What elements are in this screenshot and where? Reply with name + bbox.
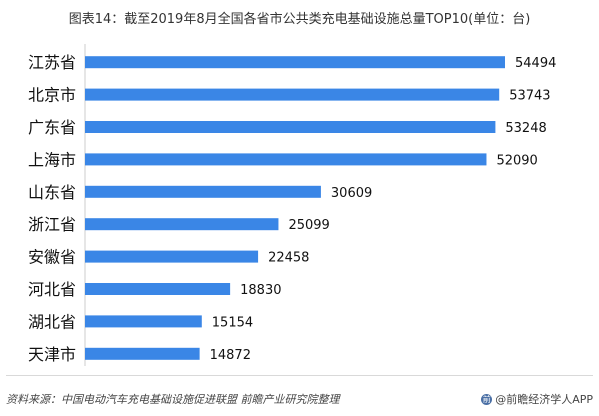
- brand-mark: 前 @前瞻经济学人APP: [481, 391, 593, 407]
- bar: [85, 88, 500, 101]
- category-label: 浙江省: [28, 215, 76, 234]
- footer-divider: [6, 375, 593, 376]
- bar: [85, 218, 279, 231]
- data-label: 25099: [288, 218, 329, 233]
- data-label: 22458: [268, 251, 309, 266]
- bar: [85, 153, 487, 166]
- category-label: 湖北省: [28, 312, 76, 331]
- bar: [85, 121, 496, 133]
- data-label: 14872: [210, 348, 251, 363]
- brand-logo-icon: 前: [481, 393, 493, 405]
- category-label: 江苏省: [28, 53, 76, 72]
- data-label: 30609: [331, 186, 372, 201]
- bar-chart: 江苏省 54494 北京市 53743 广东省 53248 上海市 52090 山东省 30609…: [28, 44, 556, 366]
- brand-text: @前瞻经济学人APP: [495, 393, 593, 406]
- bar: [85, 315, 202, 328]
- data-label: 15154: [212, 315, 253, 330]
- data-label: 53743: [509, 89, 550, 104]
- bar: [85, 283, 231, 295]
- category-label: 河北省: [28, 280, 76, 299]
- category-label: 北京市: [28, 86, 76, 105]
- data-label: 18830: [240, 283, 281, 298]
- bar: [85, 250, 259, 263]
- category-label: 上海市: [28, 150, 76, 169]
- category-label: 安徽省: [28, 248, 76, 267]
- data-label: 54494: [515, 56, 556, 71]
- data-label: 53248: [505, 121, 546, 136]
- category-label: 广东省: [28, 118, 76, 137]
- chart-title: 图表14：截至2019年8月全国各省市公共类充电基础设施总量TOP10(单位：台…: [68, 12, 531, 27]
- bar: [85, 185, 321, 198]
- data-label: 52090: [496, 153, 537, 168]
- category-label: 天津市: [28, 345, 76, 364]
- source-note: 资料来源：中国电动汽车充电基础设施促进联盟 前瞻产业研究院整理: [6, 393, 340, 406]
- category-label: 山东省: [28, 183, 76, 202]
- bar: [85, 56, 505, 69]
- bar: [85, 347, 200, 360]
- footer: 资料来源：中国电动汽车充电基础设施促进联盟 前瞻产业研究院整理 前 @前瞻经济学…: [6, 389, 593, 409]
